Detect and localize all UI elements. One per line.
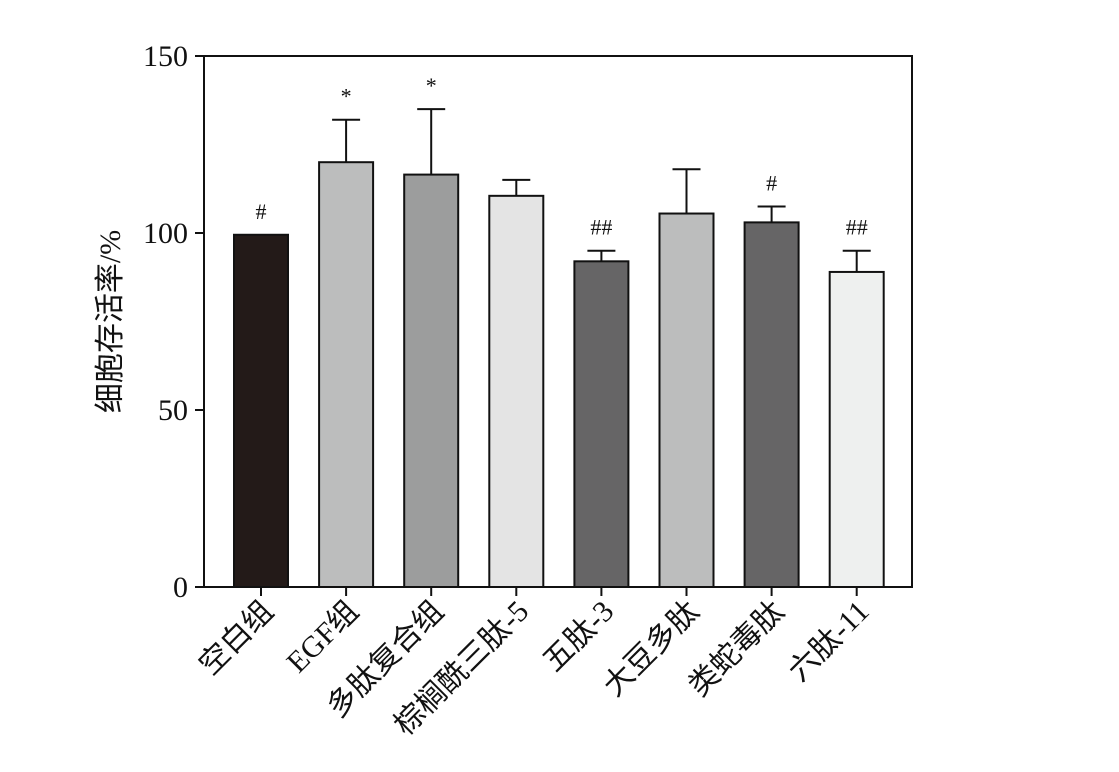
x-tick-label: 空白组 [193, 595, 280, 682]
bar [488, 194, 545, 589]
significance-label: * [426, 73, 437, 98]
x-tick-label: 类蛇毒肽 [682, 595, 790, 703]
significance-label: ## [590, 215, 612, 240]
significance-label: # [766, 170, 777, 195]
bar [318, 161, 375, 588]
bar [403, 173, 460, 588]
bars-group [233, 161, 885, 589]
significance-label: * [341, 84, 352, 109]
bar [233, 233, 289, 589]
y-tick-label: 150 [143, 40, 188, 73]
bar [743, 221, 800, 588]
plot-area-frame [203, 55, 913, 588]
error-bars-group [332, 108, 871, 272]
bar [828, 270, 885, 588]
bar [573, 260, 630, 588]
significance-labels-group: #* *##### [256, 73, 868, 240]
bar [658, 212, 715, 588]
x-tick-label: 五肽-3 [537, 595, 620, 678]
y-tick-label: 50 [158, 394, 188, 427]
y-tick-label: 0 [173, 571, 188, 604]
significance-label: ## [846, 215, 868, 240]
y-tick-label: 100 [143, 217, 188, 250]
y-axis-ticks-group: 0 50 100 150 [143, 40, 204, 604]
significance-label: # [256, 199, 267, 224]
x-tick-label: EGF组 [280, 595, 365, 680]
x-tick-label: 六肽-11 [782, 595, 875, 688]
y-axis-label: 细胞存活率/% [94, 230, 127, 413]
